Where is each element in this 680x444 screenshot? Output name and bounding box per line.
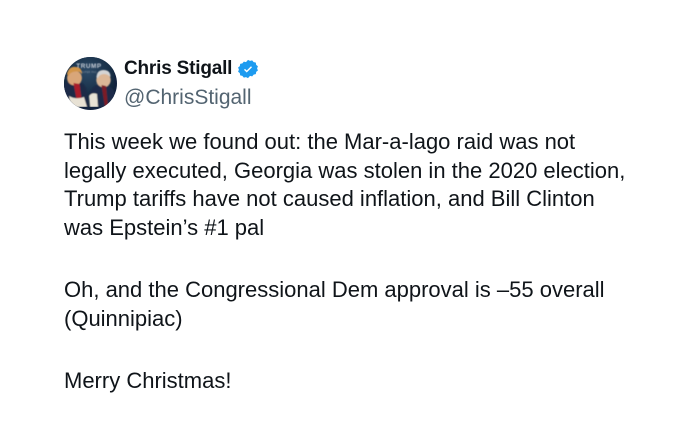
svg-text:SUPER PAC: SUPER PAC [81, 71, 97, 74]
